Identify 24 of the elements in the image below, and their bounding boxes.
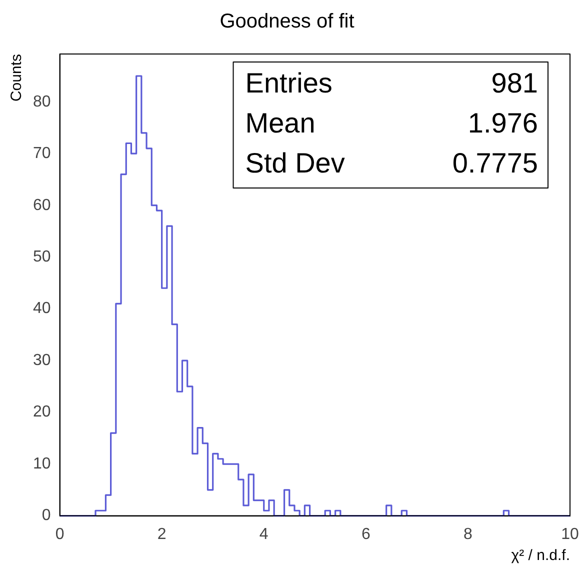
- x-tick-label: 10: [561, 526, 579, 543]
- x-tick-label: 4: [259, 526, 268, 543]
- x-tick-label: 2: [157, 526, 166, 543]
- y-tick-label: 0: [42, 507, 51, 524]
- x-tick-label: 0: [55, 526, 64, 543]
- y-tick-label: 10: [33, 455, 51, 472]
- annotation: Std Dev: [245, 148, 345, 179]
- annotation: 981: [491, 68, 538, 99]
- y-tick-label: 50: [33, 248, 51, 266]
- annotation: 1.976: [468, 108, 538, 139]
- annotation: 0.7775: [452, 148, 538, 179]
- x-axis-title: χ² / n.d.f.: [511, 547, 570, 564]
- y-tick-label: 40: [33, 300, 51, 318]
- y-tick-label: 60: [33, 196, 51, 214]
- y-tick-label: 20: [33, 404, 51, 421]
- y-tick-label: 70: [33, 145, 51, 162]
- y-tick-label: 30: [33, 352, 51, 369]
- x-tick-label: 6: [361, 526, 370, 543]
- y-tick-label: 80: [33, 93, 51, 110]
- y-axis-title: Counts: [8, 54, 26, 102]
- x-tick-label: 8: [464, 526, 473, 543]
- chart-title: Goodness of fit: [220, 10, 355, 33]
- annotation: Mean: [245, 108, 316, 139]
- annotation: Entries: [245, 68, 332, 99]
